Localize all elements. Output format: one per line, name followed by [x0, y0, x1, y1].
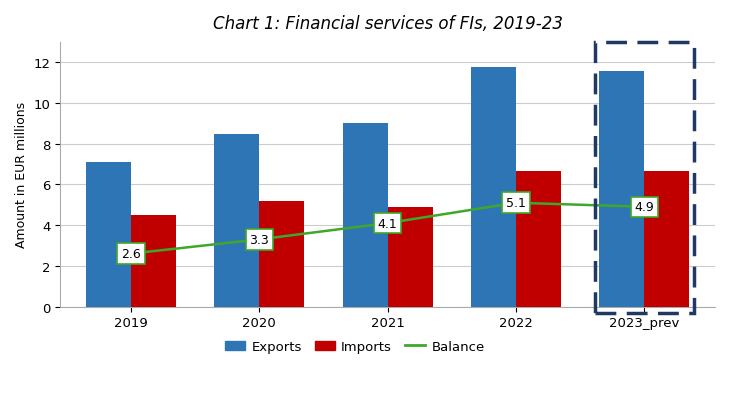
Bar	[471, 68, 516, 307]
Bar	[86, 163, 131, 307]
Y-axis label: Amount in EUR millions: Amount in EUR millions	[15, 102, 28, 248]
Text: 2.6: 2.6	[121, 247, 141, 261]
Text: 5.1: 5.1	[506, 197, 526, 210]
Balance	[512, 201, 520, 206]
Text: 4.9: 4.9	[634, 201, 654, 214]
Bar	[599, 72, 645, 307]
Text: 3.3: 3.3	[250, 233, 269, 246]
Balance	[255, 237, 264, 242]
Line: Balance: Balance	[131, 203, 645, 254]
Balance	[126, 252, 135, 256]
Balance	[640, 205, 649, 210]
Legend: Exports, Imports, Balance: Exports, Imports, Balance	[220, 335, 491, 358]
Bar	[131, 216, 176, 307]
Bar	[259, 201, 304, 307]
Balance	[383, 221, 392, 226]
Bar	[388, 207, 433, 307]
Bar	[595, 43, 694, 313]
Bar	[342, 124, 388, 307]
Bar	[645, 172, 689, 307]
Bar	[516, 172, 561, 307]
Bar	[215, 134, 259, 307]
Title: Chart 1: Financial services of FIs, 2019-23: Chart 1: Financial services of FIs, 2019…	[212, 15, 563, 33]
Text: 4.1: 4.1	[377, 217, 398, 230]
